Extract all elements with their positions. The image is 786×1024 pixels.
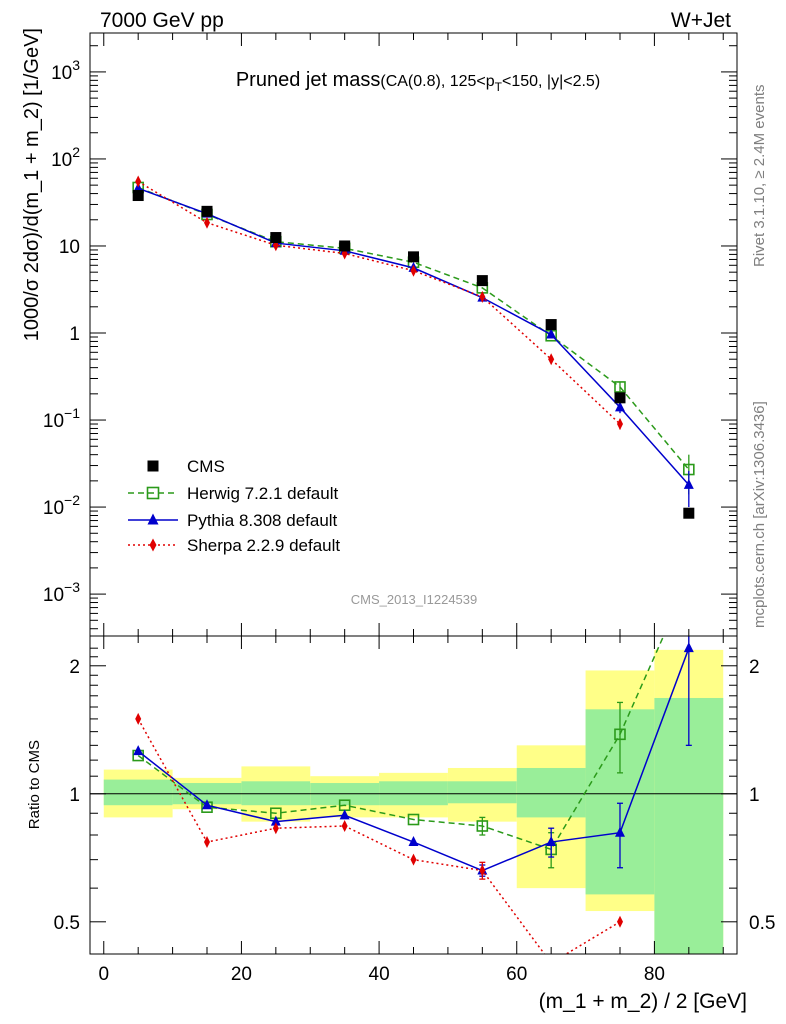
legend-marker-cms (147, 460, 159, 472)
plot-title: Pruned jet mass(CA(0.8), 125<pT<150, |y|… (236, 69, 600, 94)
sherpa-line (137, 180, 621, 425)
side-label-bottom: mcplots.cern.ch [arXiv:1306.3436] (751, 401, 768, 628)
pythia-ratio-point (270, 815, 281, 826)
herwig-ratio-point (476, 820, 489, 832)
pythia-point (614, 401, 625, 412)
y-tick-exponent: −3 (64, 579, 80, 595)
sherpa-ratio-point (341, 819, 348, 832)
watermark: CMS_2013_I1224539 (351, 592, 478, 607)
sherpa-point (135, 175, 142, 188)
pythia-line (137, 187, 690, 486)
y-tick-label-top: 10 (59, 237, 80, 258)
ratio-band-green (241, 781, 311, 806)
legend-label-pythia: Pythia 8.308 default (187, 511, 338, 530)
sherpa-ratio-point (479, 864, 486, 877)
side-label-top: Rivet 3.1.10, ≥ 2.4M events (751, 85, 768, 268)
sherpa-point (410, 264, 417, 277)
y-tick-label-ratio: 1 (69, 785, 80, 806)
herwig-ratio-point (407, 813, 420, 826)
header-left: 7000 GeV pp (100, 9, 224, 32)
y-tick-base: 10 (43, 498, 64, 519)
sherpa-point (204, 216, 211, 229)
pythia-ratio-point (614, 826, 625, 837)
pythia-point (683, 478, 694, 489)
x-tick-label: 80 (644, 964, 665, 985)
herwig-line (137, 186, 690, 471)
legend-marker-pythia (147, 513, 159, 525)
y-tick-label-ratio-right: 0.5 (749, 913, 775, 934)
y-tick-label-ratio: 0.5 (54, 913, 80, 934)
sherpa-point (479, 290, 486, 303)
cms-data-point (683, 507, 695, 519)
y-tick-label-top: 10−3 (43, 579, 80, 606)
sherpa-ratio-point (204, 836, 211, 849)
y-tick-label-top: 103 (51, 57, 80, 84)
cms-data-point (132, 190, 144, 202)
cms-data-point (476, 275, 488, 287)
y-tick-label-ratio: 2 (69, 657, 80, 678)
y-tick-base: 10 (43, 585, 64, 606)
x-tick-label: 60 (506, 964, 527, 985)
herwig-ratio-point (684, 574, 694, 584)
cms-data-point (339, 240, 351, 252)
herwig-ratio-point (614, 728, 626, 741)
x-axis-label: (m_1 + m_2) / 2 [GeV] (539, 990, 747, 1013)
ratio-frame (89, 635, 738, 955)
legend-marker-sherpa (149, 538, 157, 552)
plot-title-sub-index: T (495, 80, 503, 94)
ratio-band-green (516, 767, 586, 818)
y-tick-label-top: 10−1 (43, 405, 80, 432)
ratio-band-green (103, 779, 173, 806)
x-tick-label: 40 (369, 964, 390, 985)
cms-data-point (201, 205, 213, 217)
legend-label-herwig: Herwig 7.2.1 default (187, 484, 338, 503)
sherpa-ratio-point (616, 915, 623, 928)
cms-data-point (408, 251, 419, 263)
legend-marker-herwig (146, 486, 160, 500)
y-tick-exponent: −2 (64, 492, 80, 508)
herwig-ratio-line (137, 636, 665, 851)
y-tick-exponent: 2 (72, 144, 80, 160)
plot-title-main: Pruned jet mass (236, 69, 381, 91)
pythia-ratio-point (202, 799, 213, 810)
y-tick-exponent: 3 (72, 57, 80, 73)
ratio-band-green (379, 781, 448, 806)
cms-data-point (614, 392, 626, 404)
y-tick-base: 10 (51, 150, 72, 171)
sherpa-point (616, 418, 623, 431)
y-tick-label-top: 102 (51, 144, 80, 171)
legend-label-cms: CMS (187, 457, 225, 476)
y-tick-base: 10 (43, 411, 64, 432)
legend-label-sherpa: Sherpa 2.2.9 default (187, 536, 340, 555)
x-tick-label: 20 (231, 964, 252, 985)
y-tick-label-ratio-right: 2 (749, 657, 760, 678)
plot-title-sub: (CA(0.8), 125<p (380, 73, 494, 90)
herwig-point (614, 381, 626, 393)
pythia-ratio-point (339, 809, 350, 820)
y-tick-base: 10 (51, 63, 72, 84)
cms-data-point (270, 232, 282, 244)
header-right: W+Jet (671, 9, 731, 32)
sherpa-ratio-point (548, 957, 554, 969)
pythia-ratio-point (683, 642, 694, 653)
y-tick-label-ratio-right: 1 (749, 785, 760, 806)
ratio-band-green (447, 781, 517, 804)
sherpa-ratio-point (272, 822, 279, 835)
plot-title-sub-end: <150, |y|<2.5) (502, 73, 600, 90)
pythia-ratio-point (546, 836, 557, 847)
sherpa-point (548, 353, 555, 366)
pythia-point (546, 328, 557, 339)
y-tick-label-top: 10−2 (43, 492, 80, 519)
sherpa-ratio-point (135, 712, 142, 725)
cms-data-point (545, 319, 557, 331)
sherpa-ratio-point (410, 853, 417, 866)
x-tick-label: 0 (98, 964, 109, 985)
y-tick-exponent: −1 (64, 405, 80, 421)
y-tick-label-top: 1 (69, 324, 80, 345)
pythia-ratio-point (408, 836, 419, 847)
y-axis-label-top: 1000/σ 2dσ)/d(m_1 + m_2) [1/GeV] (21, 28, 43, 341)
pythia-ratio-point (133, 745, 144, 756)
y-axis-label-ratio: Ratio to CMS (26, 740, 43, 829)
